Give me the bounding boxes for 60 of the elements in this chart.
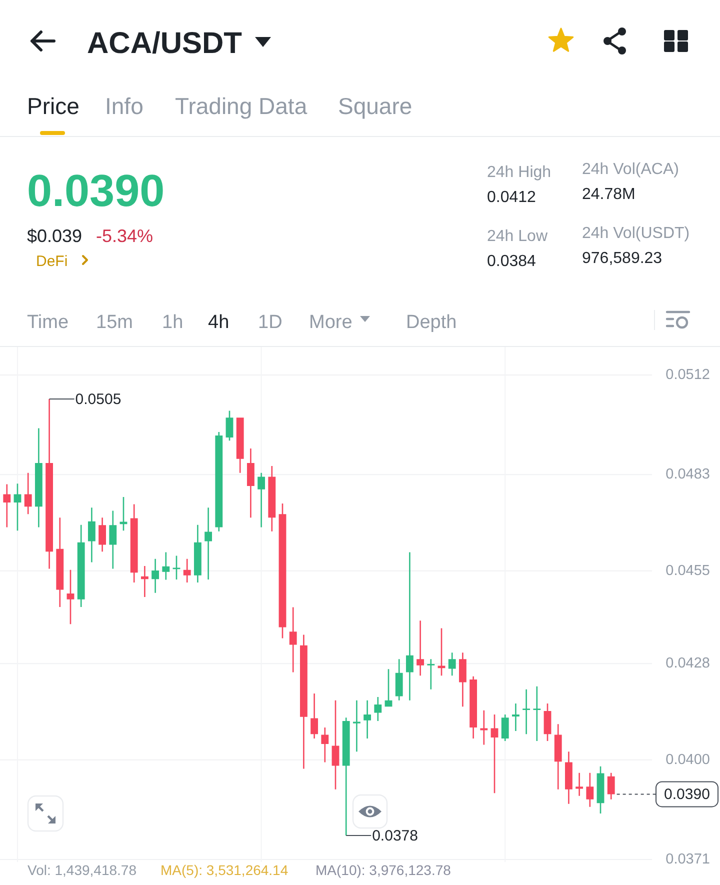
text: More bbox=[309, 312, 352, 333]
text: 4h bbox=[208, 312, 230, 333]
text: 15m bbox=[96, 312, 133, 333]
text: 1h bbox=[162, 312, 184, 333]
candlestick bbox=[512, 704, 520, 731]
annotation: 0.0505 bbox=[75, 390, 122, 408]
candlestick bbox=[458, 652, 466, 707]
candlestick bbox=[152, 558, 160, 593]
y-tick-label: 0.0455 bbox=[666, 562, 710, 579]
text: 0.0412 bbox=[487, 189, 536, 206]
y-tick-label: 0.0483 bbox=[666, 466, 710, 483]
y-tick-label: 0.0371 bbox=[666, 852, 710, 868]
ref-line-label: 0.0390 bbox=[664, 786, 710, 803]
candlestick bbox=[140, 566, 148, 597]
text: Vol: 1,439,418.78 bbox=[28, 862, 137, 878]
text: 24.78M bbox=[582, 186, 636, 203]
candlestick bbox=[162, 552, 170, 580]
candlestick bbox=[88, 508, 96, 562]
text: DeFi bbox=[36, 253, 68, 270]
candlestick bbox=[246, 448, 254, 518]
candlestick bbox=[34, 428, 42, 528]
text: Depth bbox=[406, 312, 457, 333]
text: 24h Vol(USDT) bbox=[582, 225, 690, 242]
text: Price bbox=[27, 93, 80, 119]
text: 976,589.23 bbox=[582, 250, 662, 267]
candlestick bbox=[395, 659, 403, 700]
candlestick bbox=[554, 724, 562, 790]
text: ACA/USDT bbox=[87, 27, 242, 60]
text: Trading Data bbox=[175, 93, 308, 119]
text: $0.039 bbox=[27, 226, 82, 246]
candlestick bbox=[576, 772, 584, 796]
candlestick bbox=[364, 700, 372, 739]
candlestick bbox=[352, 700, 360, 752]
candlestick bbox=[416, 620, 424, 676]
text: MA(5): 3,531,264.14 bbox=[160, 862, 288, 878]
candlestick bbox=[310, 694, 318, 739]
candlestick bbox=[258, 472, 266, 528]
text: Square bbox=[338, 93, 412, 119]
text: 24h Low bbox=[487, 228, 548, 245]
candlestick bbox=[3, 484, 11, 528]
candlestick bbox=[109, 510, 117, 569]
y-tick-label: 0.0428 bbox=[666, 656, 710, 672]
candlestick bbox=[204, 508, 212, 580]
text: Time bbox=[27, 312, 69, 333]
text: 1D bbox=[258, 312, 282, 333]
text: 0.0384 bbox=[487, 253, 536, 270]
candlestick bbox=[342, 718, 350, 836]
text: 24h Vol(ACA) bbox=[582, 161, 679, 178]
candlestick bbox=[56, 518, 64, 607]
text: Info bbox=[105, 93, 144, 119]
text: 24h High bbox=[487, 164, 552, 181]
annotation: 0.0378 bbox=[372, 826, 418, 844]
candlestick bbox=[448, 652, 456, 676]
y-tick-label: 0.0512 bbox=[666, 367, 710, 383]
candlestick bbox=[522, 689, 530, 734]
text: MA(10): 3,976,123.78 bbox=[316, 862, 452, 878]
text: -5.34% bbox=[96, 226, 154, 246]
y-tick-label: 0.0400 bbox=[666, 752, 710, 768]
candlestick bbox=[406, 552, 414, 700]
text: 0.0390 bbox=[27, 165, 165, 216]
